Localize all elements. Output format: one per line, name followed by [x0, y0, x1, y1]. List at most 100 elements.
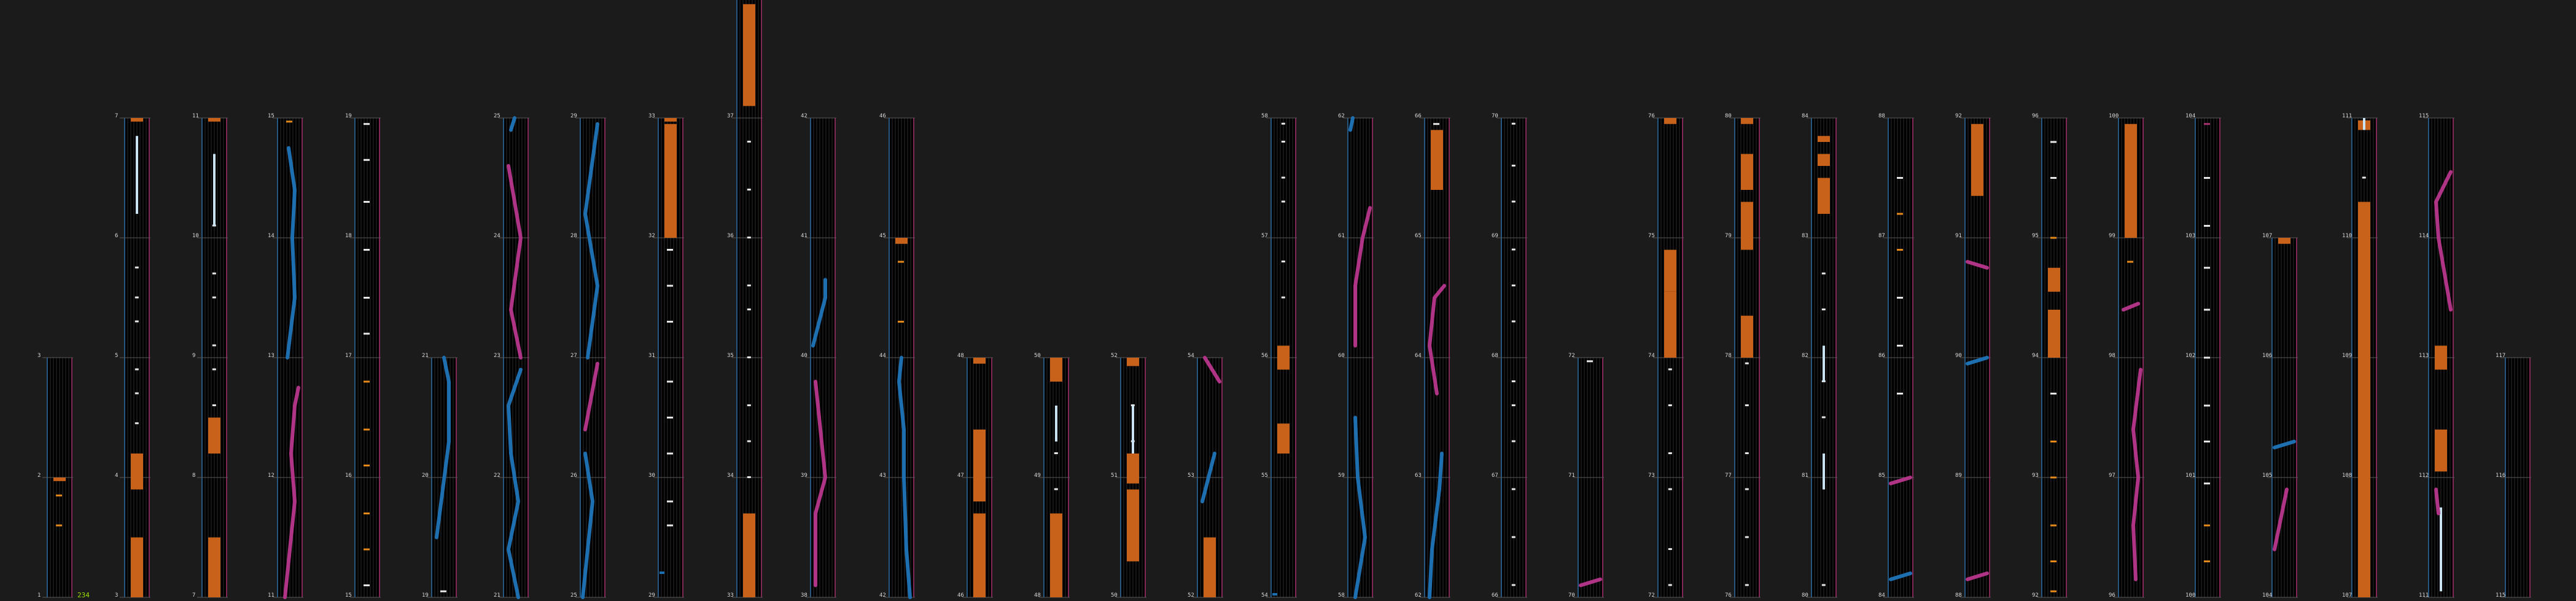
measure-number: 3	[115, 592, 118, 599]
measure-number: 36	[727, 233, 734, 239]
chart-column: 107 108 109 110 111	[2342, 113, 2378, 599]
slide-note-blue	[435, 356, 451, 540]
measure-number: 32	[648, 233, 655, 239]
measure-number: 7	[192, 592, 195, 599]
tap-note	[212, 368, 216, 371]
measure-number: 90	[1955, 353, 1962, 359]
tick-note	[1897, 345, 1903, 347]
tick-note	[2204, 225, 2210, 227]
hold-note	[2435, 345, 2447, 370]
hold-note	[1971, 124, 1983, 196]
measure-number: 44	[879, 353, 886, 359]
tap-note	[1668, 368, 1672, 371]
tap-note	[212, 272, 216, 275]
chart-column: 21 22 23 24 25	[494, 113, 529, 599]
tick-note	[364, 297, 370, 299]
slide-note-pink	[1203, 356, 1221, 383]
hold-note	[2048, 310, 2060, 358]
measure-number: 27	[570, 353, 577, 359]
chart-column: 29 30 31 32 33	[648, 113, 684, 599]
tap-note	[747, 476, 751, 478]
measure-number: 50	[1111, 592, 1118, 599]
slide-note-blue	[1353, 415, 1367, 599]
tap-note	[212, 296, 216, 299]
hold-note	[973, 513, 986, 597]
measure-number: 43	[879, 473, 886, 479]
tap-note	[1281, 141, 1285, 143]
measure-number: 114	[2419, 233, 2429, 239]
hold-note	[131, 537, 143, 597]
hold-note	[973, 358, 986, 364]
hold-note	[1664, 118, 1676, 124]
measure-number: 52	[1111, 353, 1118, 359]
measure-number: 60	[1338, 353, 1345, 359]
tap-note	[1668, 404, 1672, 406]
measure-number: 101	[2185, 473, 2195, 479]
measure-number: 75	[1648, 233, 1655, 239]
measure-number: 8	[192, 473, 195, 479]
measure-number: 82	[1802, 353, 1808, 359]
hold-note	[664, 124, 677, 238]
tick-note	[2204, 308, 2210, 311]
tap-note	[1745, 536, 1749, 538]
measure-number: 30	[648, 473, 655, 479]
tick-note	[364, 159, 370, 161]
tap-note	[1668, 548, 1672, 550]
tap-note	[1511, 248, 1516, 251]
measure-number: 96	[2032, 113, 2039, 119]
hold-note	[1277, 345, 1290, 370]
hold-note	[2435, 430, 2447, 472]
tap-note	[1511, 200, 1516, 203]
slide-note-pink	[1428, 284, 1446, 396]
measure-number: 91	[1955, 233, 1962, 239]
measure-number: 24	[494, 233, 500, 239]
slide-note-pink	[2273, 487, 2289, 551]
chart-column: 111 112 113 114 115	[2419, 113, 2454, 599]
tap-note	[1281, 261, 1285, 262]
measure-number: 96	[2109, 592, 2115, 599]
tick-note	[1897, 297, 1903, 299]
measure-number: 92	[1955, 113, 1962, 119]
chart-column: 92 93 94 95 96	[2032, 113, 2068, 599]
tap-note	[1281, 200, 1285, 203]
measure-number: 6	[115, 233, 118, 239]
measure-number: 67	[1492, 473, 1498, 479]
slide-note-blue	[1348, 116, 1355, 132]
hold-note	[895, 238, 908, 244]
tick-note	[2204, 356, 2210, 359]
measure-number: 62	[1338, 113, 1345, 119]
measure-number: 86	[1878, 353, 1885, 359]
measure-number: 39	[801, 473, 807, 479]
tap-note	[1668, 584, 1672, 586]
hold-note	[1741, 202, 1753, 250]
slide-note-pink	[1579, 577, 1602, 587]
chart-column: 80 81 82 83 84	[1802, 113, 1837, 599]
tap-note	[1821, 584, 1826, 586]
tap-note	[1130, 404, 1135, 406]
slide-note-blue	[1889, 572, 1912, 581]
measure-number: 11	[192, 113, 199, 119]
tick-note	[56, 524, 62, 527]
measure-number: 20	[422, 473, 429, 479]
measure-number: 88	[1955, 592, 1962, 599]
measure-number: 78	[1725, 353, 1732, 359]
measure-number: 68	[1492, 353, 1498, 359]
tick-note	[364, 123, 370, 125]
measure-number: 66	[1415, 113, 1422, 119]
measure-number: 102	[2185, 353, 2195, 359]
tap-note	[1281, 296, 1285, 299]
tick-note	[667, 380, 673, 383]
chart-column: 19 20 21	[422, 353, 457, 599]
measure-number: 38	[801, 592, 807, 599]
tick-note	[667, 500, 673, 503]
slide-note-blue	[583, 122, 599, 359]
hold-note	[1818, 178, 1830, 214]
chart-column: 115 116 117	[2496, 353, 2531, 599]
tick-note	[667, 249, 673, 251]
hold-note	[1050, 358, 1062, 382]
tap-note	[747, 440, 751, 442]
hold-note	[1664, 249, 1676, 292]
measure-number: 48	[957, 353, 964, 359]
tap-note	[747, 141, 751, 143]
